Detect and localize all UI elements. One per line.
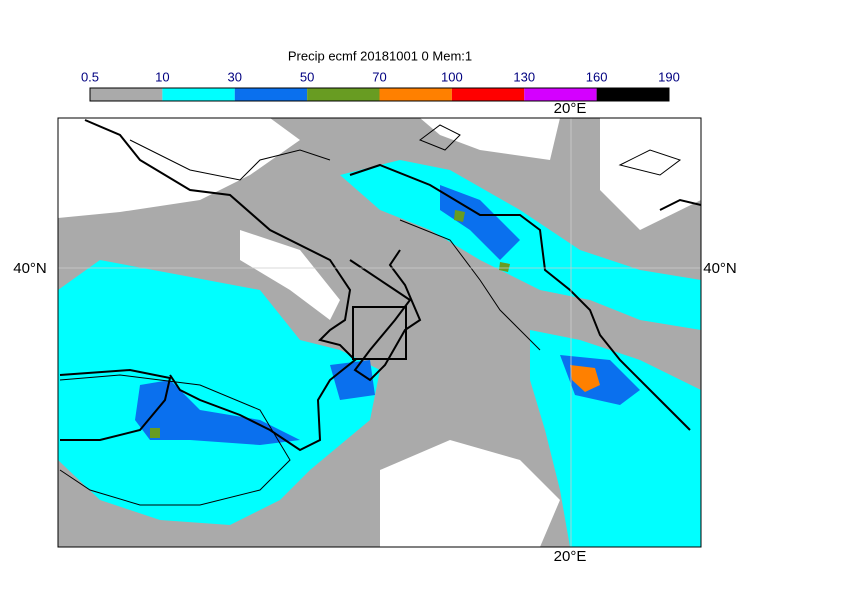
colorbar-segment (307, 88, 380, 101)
colorbar-label: 160 (586, 69, 608, 84)
colorbar-segment (379, 88, 452, 101)
colorbar-label: 70 (372, 69, 386, 84)
coastline (59, 119, 701, 452)
dry-area (58, 118, 300, 218)
colorbar-frame (89, 87, 670, 102)
colorbar-segment (162, 88, 235, 101)
colorbar-segment (524, 88, 597, 101)
colorbar-label: 190 (658, 69, 680, 84)
title: Precip ecmf 20181001 0 Mem:1 (288, 48, 472, 63)
lon-label: 20°E (554, 100, 587, 117)
dry-area (380, 440, 560, 547)
colorbar-label: 0.5 (81, 69, 99, 84)
border (59, 124, 682, 506)
colorbar-label: 50 (300, 69, 314, 84)
precip-area (570, 365, 600, 392)
map-frame (57, 117, 702, 548)
colorbar-segment (234, 88, 308, 101)
colorbar: 0.5 10 30 50 70 100 130 160 190 (81, 69, 680, 102)
colorbar-segment (90, 88, 163, 101)
colorbar-segment (596, 88, 669, 101)
colorbar-label: 100 (441, 69, 463, 84)
dry-area (240, 230, 340, 320)
colorbar-label: 30 (228, 69, 242, 84)
lat-label: 40°N (13, 260, 47, 277)
precip-area (340, 160, 701, 330)
dry-area (420, 118, 560, 160)
precip-area (135, 380, 300, 445)
colorbar-segment (451, 88, 525, 101)
area-box (352, 306, 407, 360)
lon-label: 20°E (554, 548, 587, 565)
colorbar-label: 10 (155, 69, 169, 84)
map-field (58, 118, 701, 547)
lat-label: 40°N (703, 260, 737, 277)
colorbar-label: 130 (513, 69, 535, 84)
